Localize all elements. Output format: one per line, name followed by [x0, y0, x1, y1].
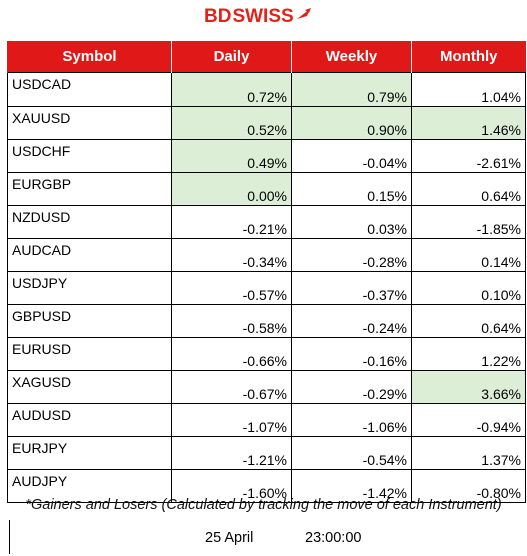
weekly-change-cell: -0.04% — [291, 139, 412, 173]
daily-change-cell: -0.21% — [171, 205, 292, 239]
daily-change-cell: -0.34% — [171, 238, 292, 272]
weekly-change-cell: -0.54% — [291, 436, 412, 470]
monthly-change-cell: -0.80% — [411, 469, 526, 503]
monthly-change-cell: 3.66% — [411, 370, 526, 404]
table-row: USDCHF 0.49% -0.04% -2.61% — [7, 139, 526, 173]
daily-change-cell: 0.49% — [171, 139, 292, 173]
symbol-cell: USDJPY — [7, 271, 172, 305]
monthly-change-cell: -0.94% — [411, 403, 526, 437]
monthly-change-cell: -1.85% — [411, 205, 526, 239]
monthly-change-cell: -2.61% — [411, 139, 526, 173]
table-row: AUDJPY -1.60% -1.42% -0.80% — [7, 469, 526, 503]
gainers-losers-note: *Gainers and Losers (Calculated by track… — [25, 497, 502, 513]
table-row: EURJPY -1.21% -0.54% 1.37% — [7, 436, 526, 470]
table-row: AUDCAD -0.34% -0.28% 0.14% — [7, 238, 526, 272]
weekly-change-cell: -0.24% — [291, 304, 412, 338]
symbol-cell: XAGUSD — [7, 370, 172, 404]
table-body: USDCAD 0.72% 0.79% 1.04% XAUUSD 0.52% 0.90% 1.4… — [7, 72, 526, 503]
daily-change-cell: -1.60% — [171, 469, 292, 503]
monthly-change-cell: 0.64% — [411, 304, 526, 338]
monthly-change-cell: 1.46% — [411, 106, 526, 140]
monthly-change-cell: 0.10% — [411, 271, 526, 305]
symbol-cell: USDCHF — [7, 139, 172, 173]
symbol-cell: EURUSD — [7, 337, 172, 371]
header-monthly: Monthly — [411, 41, 526, 73]
table-row: USDJPY -0.57% -0.37% 0.10% — [7, 271, 526, 305]
table-row: GBPUSD -0.58% -0.24% 0.64% — [7, 304, 526, 338]
timestamp-divider — [9, 520, 10, 554]
monthly-change-cell: 1.04% — [411, 72, 526, 107]
table-header-row: Symbol Daily Weekly Monthly — [7, 41, 526, 73]
weekly-change-cell: -0.28% — [291, 238, 412, 272]
daily-change-cell: 0.52% — [171, 106, 292, 140]
symbol-cell: AUDJPY — [7, 469, 172, 503]
table-row: EURGBP 0.00% 0.15% 0.64% — [7, 172, 526, 206]
symbol-cell: AUDCAD — [7, 238, 172, 272]
timestamp-row: 25 April 23:00:00 — [7, 520, 525, 554]
symbol-cell: XAUUSD — [7, 106, 172, 140]
symbol-cell: GBPUSD — [7, 304, 172, 338]
daily-change-cell: 0.72% — [171, 72, 292, 107]
daily-change-cell: -0.57% — [171, 271, 292, 305]
monthly-change-cell: 0.14% — [411, 238, 526, 272]
monthly-change-cell: 0.64% — [411, 172, 526, 206]
bdswiss-logo: BD SWISS — [204, 6, 312, 28]
symbol-cell: EURGBP — [7, 172, 172, 206]
weekly-change-cell: 0.15% — [291, 172, 412, 206]
timestamp-date: 25 April — [205, 530, 254, 546]
symbol-cell: NZDUSD — [7, 205, 172, 239]
weekly-change-cell: -0.16% — [291, 337, 412, 371]
daily-change-cell: -0.66% — [171, 337, 292, 371]
daily-change-cell: -0.58% — [171, 304, 292, 338]
daily-change-cell: -0.67% — [171, 370, 292, 404]
monthly-change-cell: 1.22% — [411, 337, 526, 371]
daily-change-cell: 0.00% — [171, 172, 292, 206]
weekly-change-cell: 0.03% — [291, 205, 412, 239]
weekly-change-cell: -0.37% — [291, 271, 412, 305]
weekly-change-cell: 0.79% — [291, 72, 412, 107]
table-row: XAGUSD -0.67% -0.29% 3.66% — [7, 370, 526, 404]
symbol-cell: USDCAD — [7, 72, 172, 107]
table-row: USDCAD 0.72% 0.79% 1.04% — [7, 72, 526, 107]
daily-change-cell: -1.07% — [171, 403, 292, 437]
logo-swoosh-icon — [296, 8, 311, 19]
instrument-performance-table: Symbol Daily Weekly Monthly USDCAD 0.72% 0… — [7, 41, 526, 503]
logo-text-swiss: SWISS — [232, 6, 294, 27]
weekly-change-cell: -0.29% — [291, 370, 412, 404]
weekly-change-cell: 0.90% — [291, 106, 412, 140]
symbol-cell: AUDUSD — [7, 403, 172, 437]
table-row: AUDUSD -1.07% -1.06% -0.94% — [7, 403, 526, 437]
table-row: EURUSD -0.66% -0.16% 1.22% — [7, 337, 526, 371]
header-daily: Daily — [171, 41, 292, 73]
table-row: XAUUSD 0.52% 0.90% 1.46% — [7, 106, 526, 140]
daily-change-cell: -1.21% — [171, 436, 292, 470]
monthly-change-cell: 1.37% — [411, 436, 526, 470]
logo-text-bd: BD — [204, 6, 232, 27]
header-symbol: Symbol — [7, 41, 172, 73]
header-weekly: Weekly — [291, 41, 412, 73]
symbol-cell: EURJPY — [7, 436, 172, 470]
weekly-change-cell: -1.06% — [291, 403, 412, 437]
timestamp-time: 23:00:00 — [305, 530, 362, 546]
table-row: NZDUSD -0.21% 0.03% -1.85% — [7, 205, 526, 239]
